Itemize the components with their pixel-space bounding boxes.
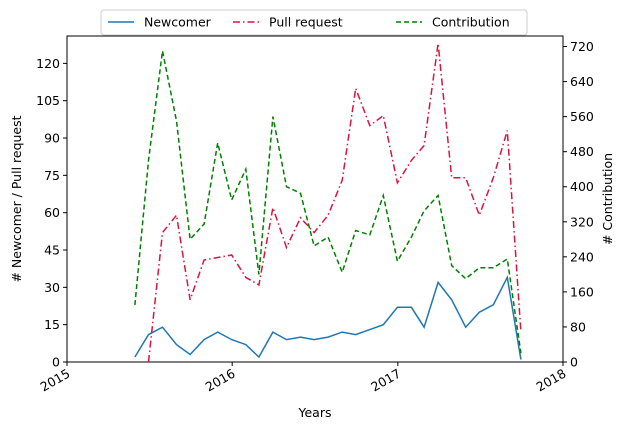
series-line-newcomer <box>134 275 522 360</box>
x-tick-label: 2018 <box>533 366 568 395</box>
y-left-tick-label: 45 <box>44 243 60 258</box>
y-right-tick-label: 80 <box>570 319 586 334</box>
x-axis: 2015 2016 2017 2018 <box>37 362 569 395</box>
series-layer <box>134 43 522 363</box>
y-left-tick-label: 30 <box>44 280 60 295</box>
y-axis-right: 0 80 160 240 320 400 480 560 640 720 <box>563 39 594 370</box>
y-left-tick-label: 0 <box>52 355 60 370</box>
y-left-tick-label: 15 <box>44 317 60 332</box>
y-axis-left: 0 15 30 45 60 75 90 105 120 <box>36 56 67 370</box>
y-right-tick-label: 720 <box>570 39 594 54</box>
y-axis-left-label: # Newcomer / Pull request <box>9 115 24 282</box>
y-left-tick-label: 75 <box>44 168 60 183</box>
x-axis-label: Years <box>298 405 332 420</box>
legend-box <box>100 9 528 36</box>
legend-label-contribution: Contribution <box>432 15 510 30</box>
legend-label-pull-request: Pull request <box>269 15 343 30</box>
y-right-tick-label: 640 <box>570 74 594 89</box>
series-line-pull-request <box>147 43 522 363</box>
legend: Newcomer Pull request Contribution <box>100 9 528 36</box>
legend-label-newcomer: Newcomer <box>144 15 212 30</box>
y-right-tick-label: 320 <box>570 214 594 229</box>
y-right-tick-label: 160 <box>570 284 594 299</box>
y-right-tick-label: 400 <box>570 179 594 194</box>
series-line-contribution <box>134 50 522 354</box>
plot-area <box>66 35 564 363</box>
x-tick-label: 2016 <box>203 366 238 395</box>
y-left-tick-label: 90 <box>44 131 60 146</box>
y-right-tick-label: 560 <box>570 109 594 124</box>
y-right-tick-label: 0 <box>570 355 578 370</box>
y-left-tick-label: 105 <box>36 93 60 108</box>
y-left-tick-label: 60 <box>44 205 60 220</box>
y-left-tick-label: 120 <box>36 56 60 71</box>
y-right-tick-label: 480 <box>570 144 594 159</box>
y-right-tick-label: 240 <box>570 249 594 264</box>
x-tick-label: 2015 <box>37 366 72 395</box>
y-axis-right-label: # Contribution <box>600 153 615 245</box>
x-tick-label: 2017 <box>368 366 403 395</box>
